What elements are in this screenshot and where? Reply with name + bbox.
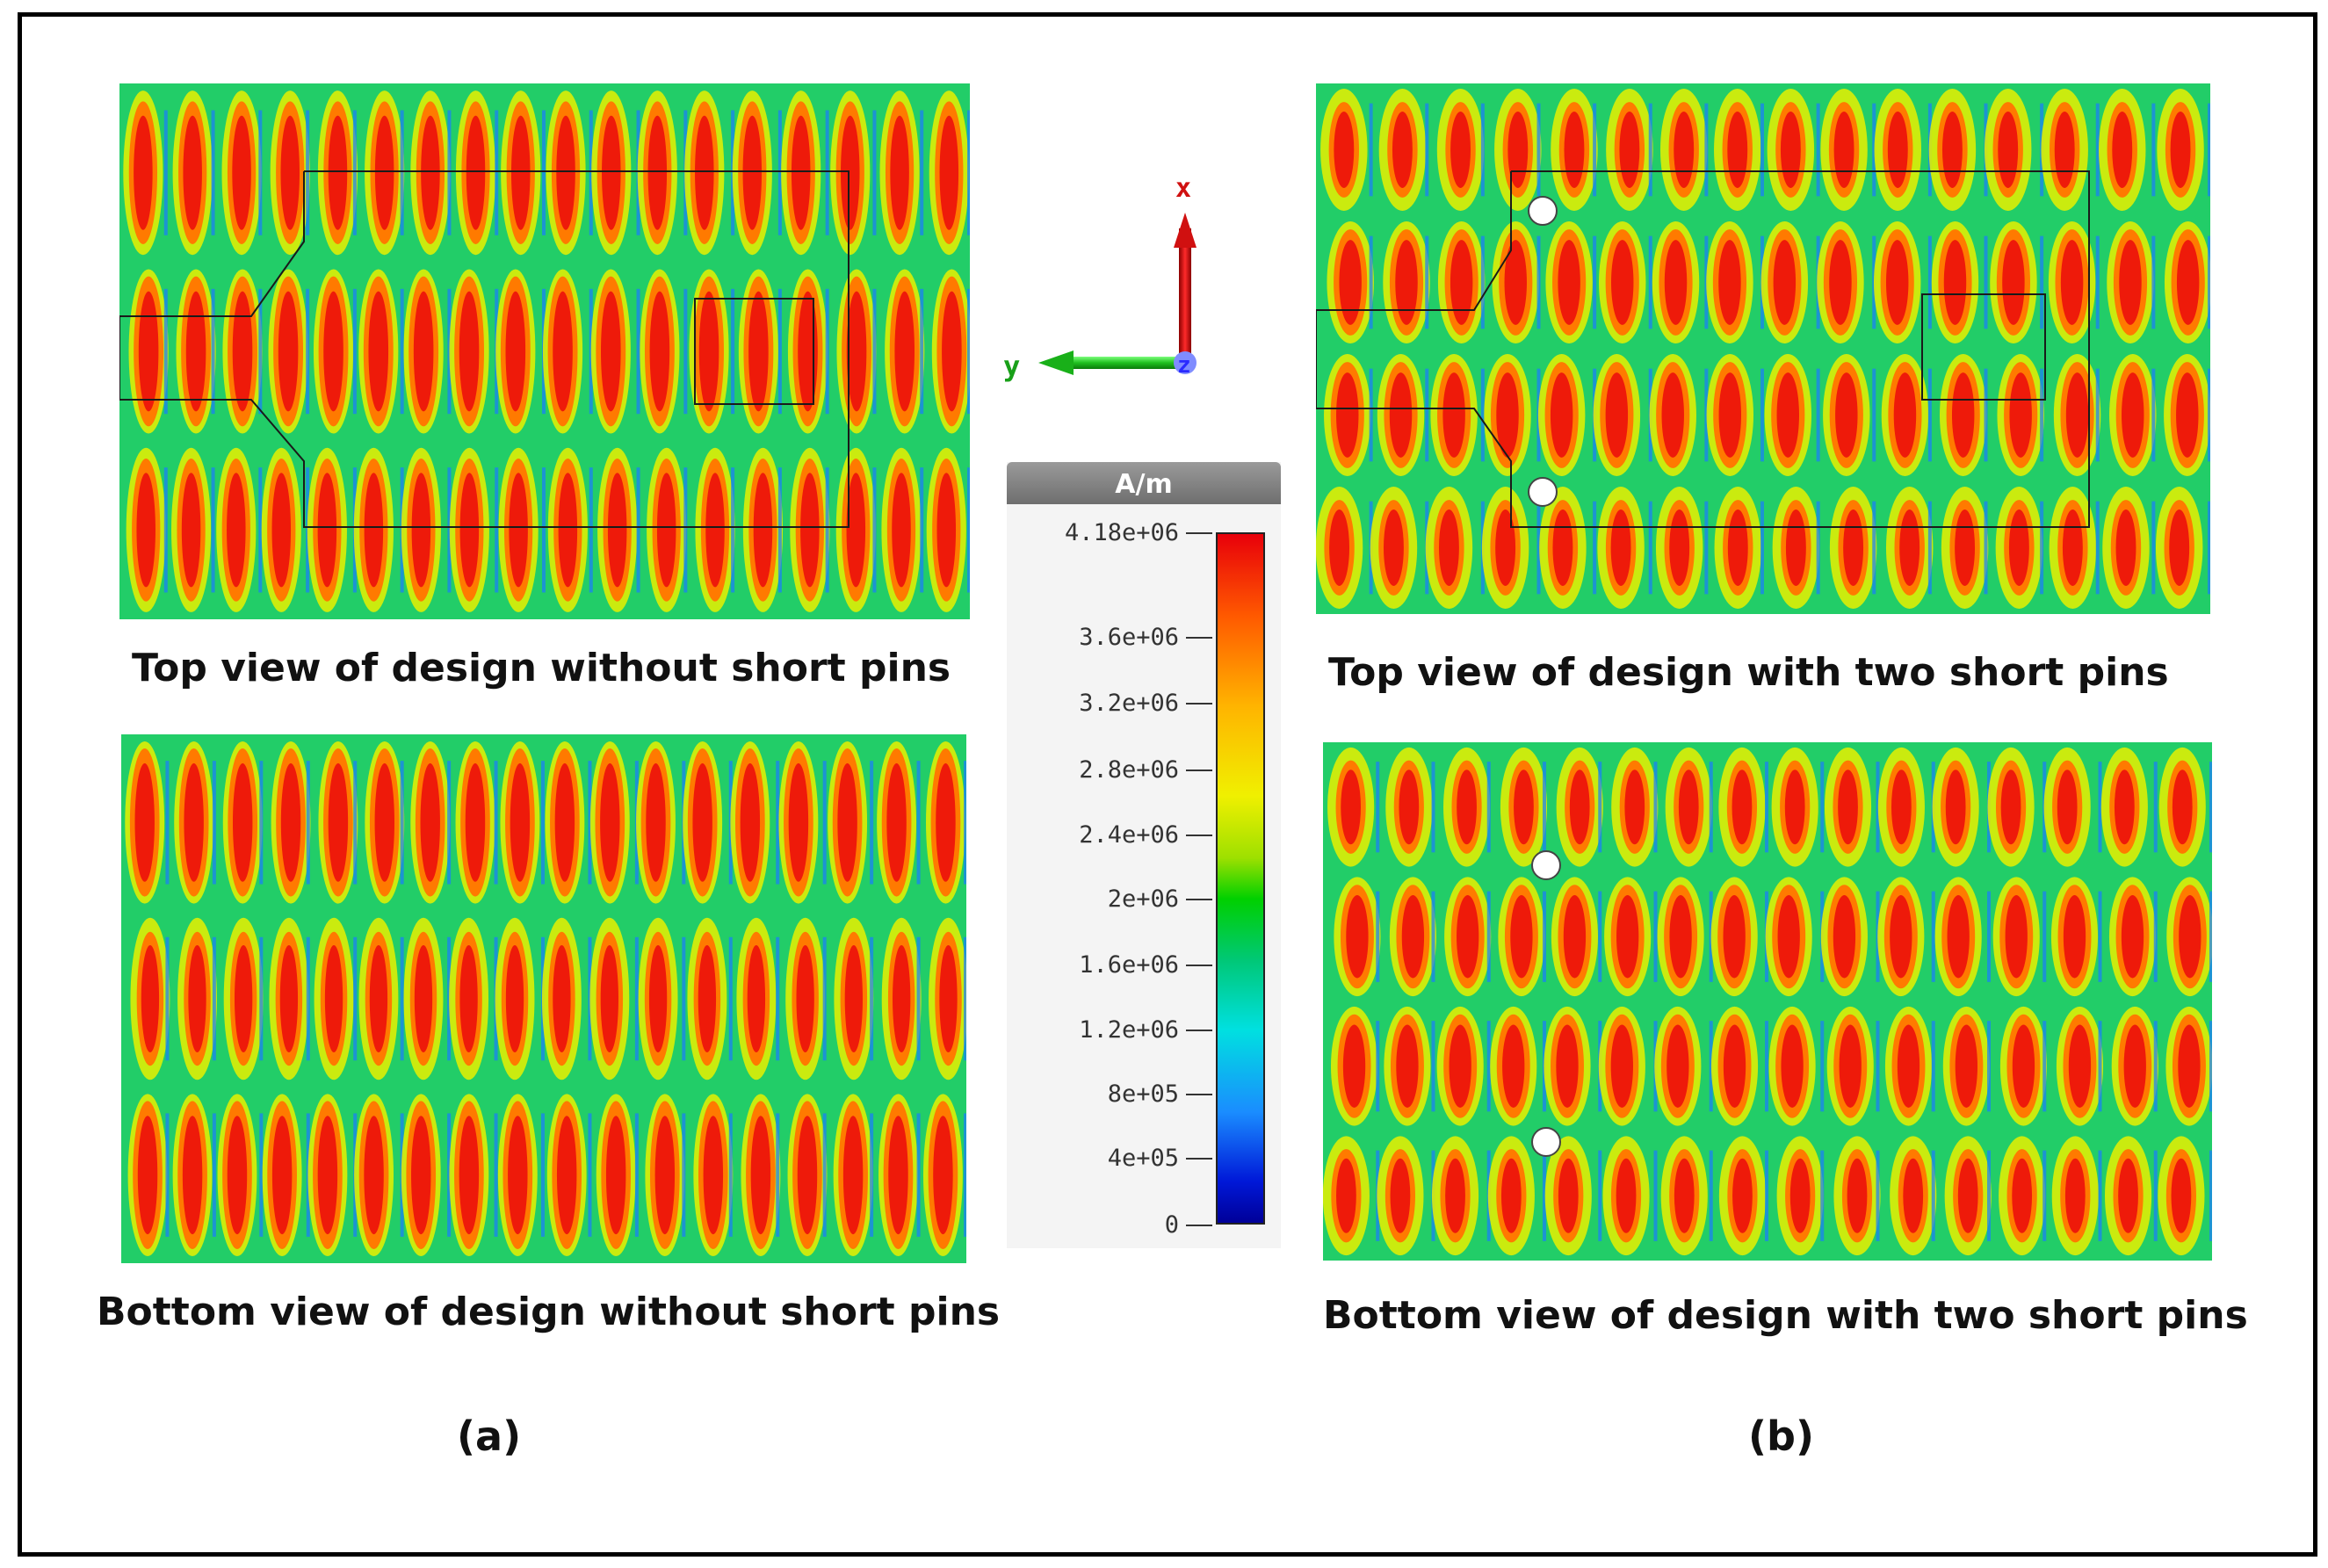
legend-tick: 2.4e+06 <box>1007 820 1214 851</box>
z-axis-dot <box>1174 351 1197 374</box>
legend-tick: 3.6e+06 <box>1007 622 1214 654</box>
panel-label-a: (a) <box>457 1413 522 1460</box>
legend-tick: 2.8e+06 <box>1007 755 1214 786</box>
legend-tick-label: 1.2e+06 <box>1079 1016 1179 1044</box>
field-map-a-top <box>119 83 970 619</box>
z-axis-label: z <box>1177 352 1191 379</box>
legend-tick-label: 3.6e+06 <box>1079 624 1179 652</box>
legend-tick-label: 8e+05 <box>1107 1080 1179 1108</box>
caption-b-bottom: Bottom view of design with two short pin… <box>1323 1293 2248 1338</box>
legend-tick-label: 3.2e+06 <box>1079 689 1179 717</box>
panel-label-b: (b) <box>1748 1413 1814 1460</box>
y-axis-arrow <box>1038 350 1184 375</box>
legend-tick-label: 4e+05 <box>1107 1144 1179 1172</box>
y-axis-label: y <box>1003 350 1020 383</box>
legend-tick-label: 1.6e+06 <box>1079 950 1179 979</box>
legend-tick: 3.2e+06 <box>1007 688 1214 719</box>
legend-tick-label: 2.8e+06 <box>1079 755 1179 784</box>
legend-unit: A/m <box>1007 462 1281 504</box>
legend-tick: 2e+06 <box>1007 884 1214 915</box>
color-legend: A/m 4.18e+06 3.6e+06 3.2e+06 2.8e+06 2.4e+06… <box>1007 462 1281 1248</box>
legend-tick: 4.18e+06 <box>1007 517 1214 549</box>
legend-tick: 8e+05 <box>1007 1079 1214 1110</box>
legend-tick: 1.2e+06 <box>1007 1015 1214 1046</box>
legend-tick: 1.6e+06 <box>1007 950 1214 981</box>
field-map-a-bottom <box>121 734 966 1263</box>
legend-tick-label: 0 <box>1164 1211 1179 1239</box>
legend-color-bar <box>1216 532 1265 1225</box>
field-map-b-bottom <box>1323 742 2212 1261</box>
legend-tick: 4e+05 <box>1007 1143 1214 1174</box>
legend-tick-label: 4.18e+06 <box>1064 519 1179 546</box>
caption-b-top: Top view of design with two short pins <box>1328 650 2169 695</box>
x-axis-label: x <box>1175 173 1191 204</box>
legend-tick-label: 2.4e+06 <box>1079 821 1179 849</box>
caption-a-top: Top view of design without short pins <box>132 646 951 690</box>
x-axis-arrow <box>1174 213 1197 360</box>
legend-tick: 0 <box>1007 1210 1214 1241</box>
caption-a-bottom: Bottom view of design without short pins <box>97 1290 1001 1334</box>
field-map-b-top <box>1316 83 2210 614</box>
legend-tick-label: 2e+06 <box>1107 885 1179 914</box>
coordinate-axes: x y z <box>993 167 1239 395</box>
